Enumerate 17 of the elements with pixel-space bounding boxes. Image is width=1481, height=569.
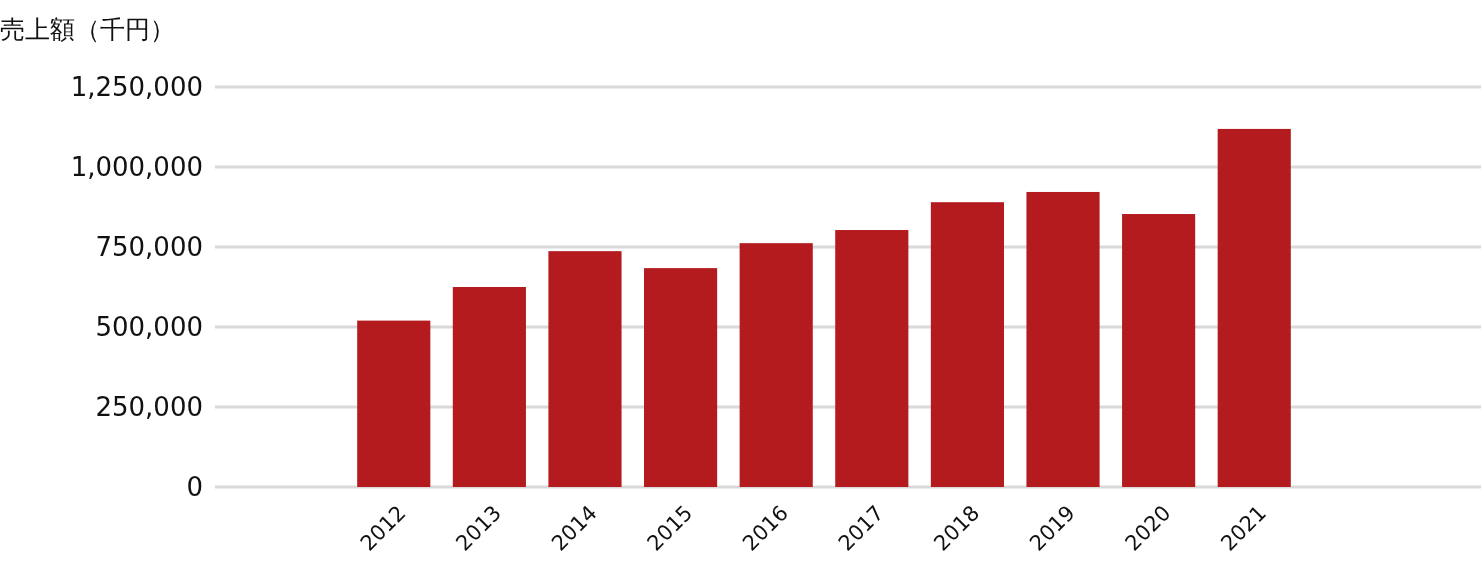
bar <box>1026 191 1100 487</box>
bar <box>930 202 1004 487</box>
bar <box>452 287 526 487</box>
bar <box>357 320 431 487</box>
y-tick-label: 1,250,000 <box>70 72 203 103</box>
y-tick-label: 750,000 <box>95 232 203 263</box>
bar <box>835 230 909 487</box>
y-tick-label: 0 <box>186 472 203 503</box>
bar <box>644 268 718 487</box>
bar <box>1122 214 1196 487</box>
bar <box>1217 128 1291 487</box>
y-axis-title: 売上額（千円） <box>0 15 175 44</box>
bar <box>548 251 622 487</box>
bar <box>739 243 813 487</box>
y-tick-label: 250,000 <box>95 392 203 423</box>
y-tick-label: 1,000,000 <box>70 152 203 183</box>
y-tick-label: 500,000 <box>95 312 203 343</box>
